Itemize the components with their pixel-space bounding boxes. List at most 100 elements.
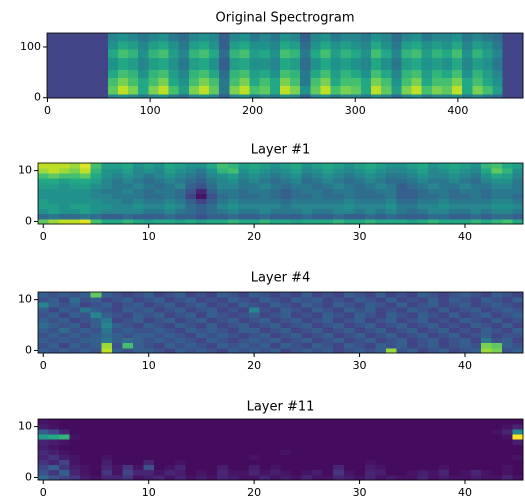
heatmap-cell (38, 317, 49, 323)
heatmap-cell (227, 332, 239, 339)
heatmap-cell (491, 464, 503, 471)
heatmap-cell (48, 444, 60, 450)
heatmap-cell (312, 424, 324, 430)
heatmap-cell (421, 69, 433, 75)
heatmap-cell (198, 49, 210, 54)
heatmap-cell (491, 307, 503, 313)
y-tick-label: 10 (18, 164, 32, 177)
heatmap-cell (59, 419, 71, 425)
heatmap-cell (310, 41, 321, 46)
heatmap-cell (330, 85, 342, 91)
heatmap-cell (128, 53, 139, 58)
heatmap-cell (206, 312, 218, 318)
heatmap-cell (322, 198, 334, 205)
heatmap-cell (122, 469, 134, 476)
heatmap-cell (175, 474, 187, 481)
heatmap-cell (512, 89, 524, 95)
heatmap-cell (178, 53, 190, 58)
heatmap-cell (48, 459, 60, 466)
heatmap-cell (196, 419, 208, 425)
heatmap-cell (206, 327, 218, 334)
heatmap-cell (175, 347, 187, 354)
heatmap-cell (452, 61, 463, 66)
heatmap-cell (279, 89, 291, 95)
heatmap-cell (97, 81, 109, 87)
heatmap-cell (48, 469, 60, 476)
heatmap-cell (269, 45, 281, 50)
heatmap-cell (291, 449, 302, 455)
heatmap-cell (449, 183, 461, 189)
heatmap-cell (312, 163, 324, 169)
heatmap-cell (396, 449, 408, 455)
heatmap-cell (462, 37, 473, 42)
heatmap-cell (364, 322, 376, 328)
heatmap-cell (340, 89, 352, 95)
heatmap-cell (238, 203, 250, 210)
heatmap-cell (417, 203, 429, 210)
heatmap-cell (312, 429, 324, 435)
heatmap-cell (491, 208, 503, 215)
heatmap-cell (69, 173, 81, 179)
heatmap-cell (209, 45, 220, 50)
heatmap-cell (291, 213, 302, 220)
heatmap-cell (122, 292, 134, 298)
heatmap-cell (259, 193, 271, 199)
heatmap-cell (128, 89, 139, 95)
heatmap-cell (143, 419, 155, 425)
heatmap-cell (438, 302, 450, 308)
heatmap-cell (122, 454, 134, 461)
heatmap-cell (67, 81, 78, 87)
heatmap-cell (391, 33, 402, 38)
heatmap-cell (185, 444, 197, 450)
heatmap-cell (480, 322, 492, 328)
heatmap-cell (164, 312, 176, 318)
heatmap-cell (492, 89, 504, 95)
heatmap-cell (227, 208, 239, 215)
heatmap-cell (320, 45, 331, 50)
heatmap-cell (178, 73, 190, 79)
heatmap-cell (407, 292, 418, 298)
heatmap-cell (175, 173, 187, 179)
heatmap-cell (417, 193, 429, 199)
heatmap-cell (462, 69, 473, 75)
heatmap-cell (87, 93, 99, 99)
heatmap-cell (449, 297, 461, 303)
heatmap-cell (87, 57, 99, 62)
heatmap-cell (290, 45, 301, 50)
heatmap-cell (48, 193, 60, 199)
heatmap-cell (354, 469, 366, 476)
heatmap-cell (238, 198, 250, 205)
heatmap-cell (491, 188, 503, 194)
heatmap-cell (417, 469, 429, 476)
heatmap-cell (38, 312, 49, 318)
heatmap-cell (371, 93, 382, 99)
heatmap-cell (470, 332, 482, 339)
heatmap-cell (360, 69, 372, 75)
heatmap-cell (470, 337, 482, 344)
heatmap-cell (343, 168, 355, 174)
heatmap-cell (217, 474, 229, 481)
heatmap-cell (407, 183, 418, 189)
heatmap-cell (80, 424, 92, 430)
heatmap-cell (259, 65, 271, 70)
heatmap-cell (385, 297, 397, 303)
heatmap-cell (259, 342, 271, 349)
heatmap-cell (340, 49, 352, 54)
heatmap-cell (168, 45, 180, 50)
heatmap-cell (459, 203, 471, 210)
heatmap-cell (178, 85, 190, 91)
heatmap-cell (401, 65, 412, 70)
heatmap-cell (322, 474, 334, 481)
heatmap-cell (350, 41, 362, 46)
heatmap-cell (238, 439, 250, 445)
heatmap-cell (421, 45, 433, 50)
heatmap-cell (48, 292, 60, 298)
heatmap-cell (491, 297, 503, 303)
heatmap-cell (138, 49, 149, 54)
heatmap-cell (417, 297, 429, 303)
heatmap-cell (371, 45, 382, 50)
heatmap-cell (209, 53, 220, 58)
heatmap-cell (431, 37, 443, 42)
heatmap-cell (502, 45, 514, 50)
heatmap-cell (90, 469, 102, 476)
